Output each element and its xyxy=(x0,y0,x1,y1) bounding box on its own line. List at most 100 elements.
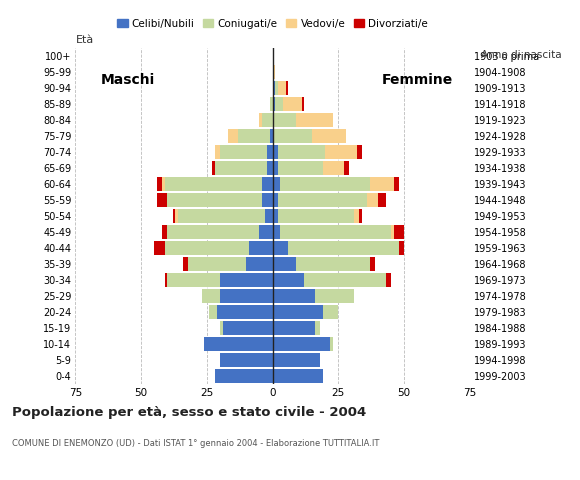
Bar xyxy=(273,370,322,383)
Bar xyxy=(304,274,386,287)
Bar xyxy=(288,241,399,254)
Bar xyxy=(286,82,288,95)
Bar xyxy=(278,145,325,158)
Bar xyxy=(202,289,220,302)
Bar xyxy=(270,97,273,110)
Bar xyxy=(357,145,362,158)
Bar xyxy=(267,161,273,175)
Bar xyxy=(165,178,262,191)
Bar xyxy=(175,209,178,223)
Bar xyxy=(315,322,320,335)
Bar xyxy=(238,130,270,143)
Bar xyxy=(157,193,168,206)
Bar xyxy=(399,241,404,254)
Bar xyxy=(273,145,278,158)
Bar xyxy=(278,161,322,175)
Bar xyxy=(273,241,288,254)
Bar xyxy=(162,178,165,191)
Bar xyxy=(262,178,273,191)
Bar xyxy=(168,193,262,206)
Bar xyxy=(302,97,304,110)
Bar xyxy=(273,161,278,175)
Bar xyxy=(273,113,296,127)
Bar xyxy=(259,226,273,239)
Bar xyxy=(378,193,386,206)
Bar xyxy=(212,161,215,175)
Bar xyxy=(312,130,346,143)
Bar xyxy=(391,226,394,239)
Bar xyxy=(157,178,162,191)
Bar xyxy=(267,145,273,158)
Bar xyxy=(283,97,302,110)
Bar xyxy=(343,161,349,175)
Bar xyxy=(273,130,312,143)
Bar xyxy=(223,322,273,335)
Bar xyxy=(273,226,281,239)
Bar xyxy=(278,82,286,95)
Bar xyxy=(165,241,249,254)
Bar xyxy=(360,209,362,223)
Bar xyxy=(394,226,404,239)
Bar xyxy=(331,337,333,350)
Bar xyxy=(165,274,168,287)
Bar xyxy=(281,178,370,191)
Bar xyxy=(273,209,278,223)
Bar xyxy=(215,161,267,175)
Bar xyxy=(204,337,273,350)
Bar xyxy=(273,82,275,95)
Bar xyxy=(322,161,343,175)
Bar xyxy=(276,97,283,110)
Text: Maschi: Maschi xyxy=(101,73,155,87)
Bar xyxy=(296,257,370,271)
Bar xyxy=(281,226,391,239)
Bar xyxy=(220,353,273,367)
Bar xyxy=(183,257,188,271)
Legend: Celibi/Nubili, Coniugati/e, Vedovi/e, Divorziati/e: Celibi/Nubili, Coniugati/e, Vedovi/e, Di… xyxy=(113,14,432,33)
Bar xyxy=(220,322,223,335)
Bar xyxy=(162,226,168,239)
Bar xyxy=(354,209,360,223)
Bar xyxy=(168,274,220,287)
Bar xyxy=(370,178,394,191)
Bar xyxy=(220,274,273,287)
Bar xyxy=(262,193,273,206)
Bar xyxy=(218,305,273,319)
Bar xyxy=(273,289,315,302)
Bar xyxy=(325,145,357,158)
Bar xyxy=(264,209,273,223)
Bar xyxy=(178,209,264,223)
Bar xyxy=(273,257,296,271)
Bar xyxy=(273,65,275,79)
Bar xyxy=(215,370,273,383)
Bar xyxy=(188,257,246,271)
Bar xyxy=(209,305,218,319)
Bar xyxy=(273,353,320,367)
Bar xyxy=(273,193,278,206)
Text: Età: Età xyxy=(75,35,93,45)
Bar xyxy=(246,257,273,271)
Bar xyxy=(228,130,238,143)
Bar xyxy=(220,145,267,158)
Bar xyxy=(273,322,315,335)
Bar xyxy=(322,305,338,319)
Bar xyxy=(273,337,331,350)
Bar xyxy=(270,130,273,143)
Bar xyxy=(259,113,262,127)
Text: Anno di nascita: Anno di nascita xyxy=(481,50,562,60)
Bar xyxy=(386,274,391,287)
Bar xyxy=(278,209,354,223)
Text: Femmine: Femmine xyxy=(382,73,453,87)
Bar xyxy=(154,241,165,254)
Bar xyxy=(276,82,278,95)
Bar xyxy=(220,289,273,302)
Bar xyxy=(367,193,378,206)
Bar xyxy=(273,274,304,287)
Bar xyxy=(215,145,220,158)
Text: COMUNE DI ENEMONZO (UD) - Dati ISTAT 1° gennaio 2004 - Elaborazione TUTTITALIA.I: COMUNE DI ENEMONZO (UD) - Dati ISTAT 1° … xyxy=(12,439,379,448)
Bar xyxy=(273,178,281,191)
Bar xyxy=(173,209,175,223)
Bar xyxy=(249,241,273,254)
Bar xyxy=(168,226,259,239)
Text: Popolazione per età, sesso e stato civile - 2004: Popolazione per età, sesso e stato civil… xyxy=(12,406,366,419)
Bar xyxy=(273,305,322,319)
